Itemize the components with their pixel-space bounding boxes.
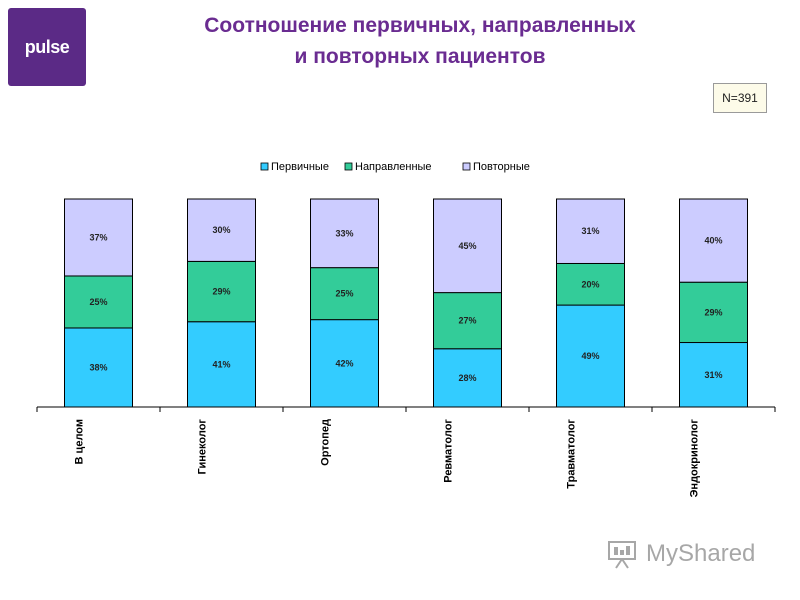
data-label: 40% xyxy=(704,236,722,246)
bar-segment xyxy=(310,319,379,408)
category-label: Эндокринолог xyxy=(689,419,701,498)
category-label: Травматолог xyxy=(566,419,578,489)
bar-segment xyxy=(433,348,502,408)
data-label: 25% xyxy=(335,289,353,299)
data-label: 31% xyxy=(581,226,599,236)
watermark-text: MyShared xyxy=(646,540,756,567)
data-label: 31% xyxy=(704,370,722,380)
sample-size-badge: N=391 xyxy=(713,83,767,113)
pulse-logo: pulse xyxy=(8,8,86,86)
legend-swatch xyxy=(260,162,269,171)
category-label: Ортопед xyxy=(320,419,332,466)
data-label: 38% xyxy=(89,362,107,372)
chart-axis xyxy=(36,406,776,412)
bar-segment xyxy=(187,260,256,323)
watermark: MyShared xyxy=(606,537,755,571)
bar-segment xyxy=(310,198,379,269)
bar-segment xyxy=(187,198,256,262)
legend-label: Первичные xyxy=(271,161,329,173)
bar-segment xyxy=(433,198,502,294)
data-label: 30% xyxy=(212,225,230,235)
data-label: 20% xyxy=(581,279,599,289)
chart-bars: 38% 25% 37% 41% 29% 30% 42% 25% 33% 28% 27% 45% 49% 2… xyxy=(64,198,748,408)
legend-swatch xyxy=(344,162,353,171)
data-label: 37% xyxy=(89,232,107,242)
bar-segment xyxy=(679,281,748,344)
title-line-1: Соотношение первичных, направленных xyxy=(204,14,636,37)
bar-segment xyxy=(310,267,379,321)
title-line-2: и повторных пациентов xyxy=(294,45,546,68)
bar-segment xyxy=(679,198,748,283)
data-label: 28% xyxy=(458,373,476,383)
data-label: 29% xyxy=(212,287,230,297)
category-label: Гинеколог xyxy=(197,419,209,475)
data-label: 29% xyxy=(704,307,722,317)
presentation-icon xyxy=(608,541,636,569)
data-label: 49% xyxy=(581,351,599,361)
data-label: 27% xyxy=(458,316,476,326)
logo-text: pulse xyxy=(24,36,70,57)
sample-size-text: N=391 xyxy=(722,91,758,105)
legend-label: Направленные xyxy=(355,161,432,173)
bar-segment xyxy=(187,321,256,408)
data-label: 33% xyxy=(335,228,353,238)
bar-segment xyxy=(556,198,625,264)
legend-swatch xyxy=(462,162,471,171)
data-label: 42% xyxy=(335,358,353,368)
bar-segment xyxy=(64,198,133,277)
legend-label: Повторные xyxy=(473,161,530,173)
data-label: 41% xyxy=(212,359,230,369)
bar-segment xyxy=(679,342,748,408)
category-label: В целом xyxy=(74,419,86,464)
chart-legend: Первичные Направленные Повторные xyxy=(260,161,530,173)
bar-segment xyxy=(64,275,133,329)
category-label: Ревматолог xyxy=(443,419,455,483)
data-label: 45% xyxy=(458,241,476,251)
bar-segment xyxy=(64,327,133,408)
data-label: 25% xyxy=(89,297,107,307)
page-title: Соотношение первичных, направленных и по… xyxy=(120,10,720,72)
bar-segment xyxy=(433,292,502,350)
chart-category-labels: В целом Гинеколог Ортопед Ревматолог Травмат… xyxy=(74,419,701,498)
bar-segment xyxy=(556,262,625,306)
